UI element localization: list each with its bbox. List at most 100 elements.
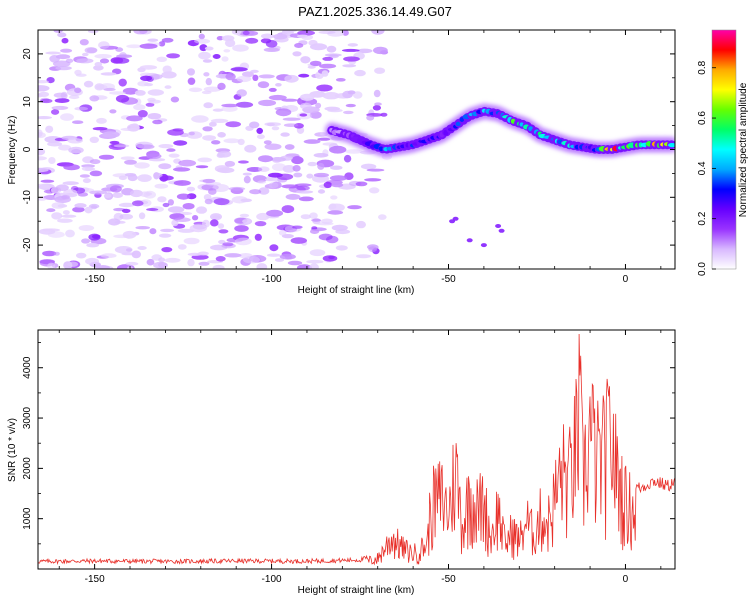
noise-blob [198, 261, 210, 266]
colorbar-tick-label: 0.4 [697, 161, 708, 175]
y-tick-label: -10 [22, 190, 33, 205]
noise-blob [208, 188, 217, 195]
noise-blob [202, 178, 216, 184]
noise-blob [204, 46, 214, 51]
noise-blob [203, 102, 213, 109]
noise-blob [309, 60, 322, 67]
noise-blob [256, 127, 264, 134]
noise-blob [327, 108, 343, 113]
noise-blob [47, 141, 63, 147]
noise-blob [268, 94, 287, 101]
noise-blob [147, 113, 162, 120]
noise-blob [135, 226, 150, 230]
noise-blob [271, 126, 280, 131]
noise-blob [269, 244, 279, 252]
noise-blob [146, 208, 159, 211]
noise-blob [168, 153, 180, 158]
ridge-peak [459, 117, 465, 122]
noise-blob [257, 81, 270, 89]
noise-blob [182, 203, 195, 210]
noise-blob [354, 69, 366, 77]
noise-blob [293, 172, 303, 178]
noise-blob [53, 251, 60, 256]
noise-blob [53, 30, 63, 33]
noise-blob [318, 30, 336, 34]
noise-blob [138, 144, 155, 150]
colorbar-tick-label: 0.0 [697, 262, 708, 276]
noise-blob [89, 136, 100, 143]
noise-blob [173, 140, 188, 146]
noise-blob [116, 54, 133, 58]
noise-blob [51, 109, 60, 115]
noise-blob [139, 191, 151, 197]
noise-blob [328, 255, 335, 260]
noise-blob [270, 157, 287, 162]
noise-blob [178, 159, 197, 167]
noise-blob [45, 125, 54, 133]
x-tick-label: -150 [85, 574, 105, 585]
noise-blob [321, 70, 329, 77]
noise-blob [188, 87, 203, 93]
noise-blob [307, 161, 318, 167]
noise-blob [86, 243, 99, 248]
noise-blob [265, 40, 278, 48]
noise-blob [245, 125, 254, 131]
noise-blob [47, 262, 56, 269]
noise-blob [202, 135, 217, 141]
noise-blob [221, 105, 238, 112]
noise-blob [109, 91, 126, 95]
noise-blob [306, 259, 324, 264]
noise-blob [356, 254, 371, 259]
noise-blob [316, 84, 333, 92]
noise-blob [125, 261, 139, 266]
noise-blob [138, 212, 146, 220]
noise-blob [297, 30, 315, 36]
noise-blob [345, 103, 356, 108]
noise-blob [274, 258, 285, 262]
noise-blob [271, 163, 287, 172]
noise-blob [322, 56, 334, 61]
noise-blob [109, 109, 117, 114]
noise-blob [84, 167, 96, 171]
noise-blob [126, 115, 143, 122]
noise-blob [153, 261, 168, 269]
noise-blob [331, 183, 344, 188]
noise-blob [284, 74, 299, 83]
noise-blob [152, 119, 163, 125]
noise-blob [210, 213, 222, 221]
side-blob [480, 243, 487, 248]
noise-blob [176, 193, 191, 200]
noise-blob [335, 78, 346, 82]
noise-blob [76, 252, 87, 259]
ridge-peak [455, 121, 461, 127]
noise-blob [234, 225, 249, 232]
noise-blob [216, 36, 224, 41]
noise-blob [100, 72, 117, 76]
noise-blob [212, 54, 221, 59]
noise-blob [210, 244, 228, 251]
noise-blob [112, 192, 123, 198]
noise-blob [329, 203, 337, 210]
noise-blob [153, 172, 163, 179]
noise-blob [91, 234, 101, 239]
noise-blob [258, 74, 275, 79]
noise-blob [120, 127, 138, 131]
spectrogram-y-ticks: -20 -10 0 10 20 [22, 29, 675, 270]
noise-blob [258, 99, 277, 107]
noise-blob [83, 80, 94, 88]
noise-blob [164, 85, 172, 89]
noise-blob [298, 73, 310, 78]
noise-blob [264, 143, 282, 150]
colorbar-bar [712, 30, 736, 269]
noise-blob [129, 189, 143, 198]
noise-blob [250, 69, 259, 73]
noise-blob [223, 138, 241, 144]
noise-blob [380, 112, 388, 117]
noise-blob [92, 127, 108, 131]
noise-blob [243, 175, 251, 184]
noise-blob [197, 251, 209, 256]
noise-blob [213, 198, 230, 206]
noise-blob [122, 87, 139, 95]
noise-blob [100, 253, 117, 259]
noise-blob [326, 45, 337, 53]
